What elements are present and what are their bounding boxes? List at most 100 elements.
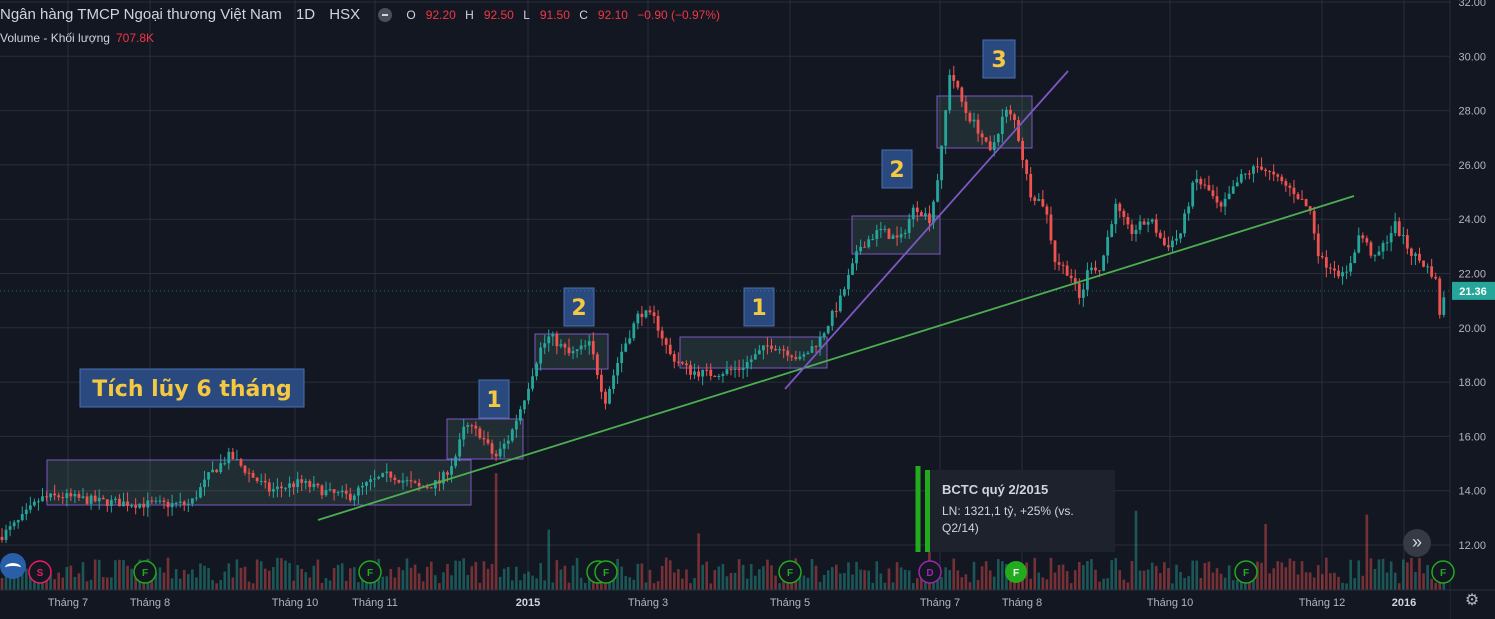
candle-body xyxy=(243,465,247,473)
gear-icon[interactable]: ⚙ xyxy=(1464,592,1480,609)
volume-bar xyxy=(199,563,202,590)
candle-body xyxy=(510,429,514,441)
volume-bar xyxy=(304,572,308,590)
candle-body xyxy=(838,295,842,312)
volume-bar xyxy=(932,581,935,590)
time-tick-label: Tháng 11 xyxy=(352,597,398,609)
box-label-bg xyxy=(79,368,305,408)
box-label-text: 2 xyxy=(571,296,586,321)
candle-body xyxy=(1414,253,1417,256)
volume-bar xyxy=(1122,579,1126,590)
candle-body xyxy=(118,498,121,507)
volume-bar xyxy=(1086,561,1089,590)
volume-bar xyxy=(462,558,465,590)
time-tick-label: Tháng 5 xyxy=(770,597,810,609)
candle-body xyxy=(361,485,364,488)
candle-body xyxy=(608,388,611,404)
volume-bar xyxy=(81,562,85,590)
volume-bar xyxy=(891,582,895,590)
volume-bar xyxy=(903,569,907,590)
collapse-icon[interactable] xyxy=(378,8,393,23)
volume-bar xyxy=(847,562,850,590)
event-marker-label: F xyxy=(142,568,148,579)
candle-body xyxy=(656,315,660,331)
candle-body xyxy=(178,501,182,503)
volume-bar xyxy=(1110,560,1113,590)
volume-bar xyxy=(587,575,591,590)
candle-body xyxy=(1090,267,1093,271)
candle-body xyxy=(190,498,194,504)
candle-body xyxy=(1110,224,1114,237)
symbol-name[interactable]: Ngân hàng TMCP Ngoại thương Việt Nam xyxy=(0,6,282,23)
candle-body xyxy=(259,480,263,482)
candle-body xyxy=(915,207,919,213)
candle-body xyxy=(186,503,190,505)
volume-bar xyxy=(1325,557,1328,590)
event-marker xyxy=(1431,560,1455,584)
volume-bar xyxy=(118,559,121,590)
candle-body xyxy=(1154,219,1158,233)
scroll-to-realtime-button[interactable]: » xyxy=(1403,529,1431,557)
volume-bar xyxy=(1406,562,1409,590)
volume-bar xyxy=(328,580,332,590)
volume-bar xyxy=(1268,573,1271,590)
volume-bar xyxy=(1256,561,1259,590)
candle-body xyxy=(1167,245,1170,248)
candle-body xyxy=(28,505,32,510)
candle-body xyxy=(591,341,595,355)
volume-bar xyxy=(697,533,700,590)
candle-body xyxy=(462,426,466,440)
candle-body xyxy=(340,490,344,493)
volume-bar xyxy=(644,582,648,590)
volume-bar xyxy=(405,558,409,590)
volume-bar xyxy=(1114,558,1118,590)
volume-bar xyxy=(1276,561,1280,590)
candle-body xyxy=(61,497,65,499)
volume-bar xyxy=(486,568,490,590)
candle-body xyxy=(778,349,781,351)
volume-bar xyxy=(1154,565,1158,590)
candle-body xyxy=(41,496,44,502)
interval[interactable]: 1D xyxy=(295,6,316,23)
candle-body xyxy=(1324,257,1328,268)
consolidation-box xyxy=(851,215,941,255)
volume-bar xyxy=(1215,568,1219,590)
price-axis-bg xyxy=(1450,0,1495,619)
event-marker-label: F xyxy=(367,568,373,579)
box-labels: Tích lũy 6 tháng 1 2 1 2 3 xyxy=(79,39,1016,419)
volume-bar xyxy=(272,567,275,590)
candle-body xyxy=(296,479,300,488)
candle-body xyxy=(506,440,510,444)
event-marker xyxy=(594,560,618,584)
candle-body xyxy=(1357,235,1361,253)
box-label-text: 1 xyxy=(751,296,766,321)
volume-bar xyxy=(1341,582,1344,590)
volume-bar xyxy=(798,572,802,590)
candle-body xyxy=(1239,174,1243,183)
volume-bar xyxy=(1292,561,1296,590)
candle-body xyxy=(1094,267,1097,271)
volume-bar xyxy=(1414,572,1417,590)
volume-bar xyxy=(1001,561,1004,590)
candle-body xyxy=(239,459,243,466)
volume-bar xyxy=(276,557,279,590)
volume-bar xyxy=(73,576,77,590)
candle-body xyxy=(320,485,324,496)
candle-body xyxy=(182,501,186,505)
candle-body xyxy=(1329,267,1332,269)
volume-bar xyxy=(259,561,263,590)
logo-icon[interactable] xyxy=(0,553,26,579)
volume-bar xyxy=(106,577,109,590)
volume-bar xyxy=(1321,574,1324,590)
volume-bar xyxy=(1381,558,1385,590)
candle-body xyxy=(664,338,668,345)
candle-body xyxy=(1401,235,1405,237)
candle-body xyxy=(247,472,251,474)
volume-bar xyxy=(215,583,218,590)
volume-label[interactable]: Volume - Khối lượng xyxy=(0,31,110,45)
volume-bar xyxy=(972,561,976,590)
candle-body xyxy=(628,338,632,344)
volume-bar xyxy=(814,565,818,590)
candle-body xyxy=(980,133,984,138)
